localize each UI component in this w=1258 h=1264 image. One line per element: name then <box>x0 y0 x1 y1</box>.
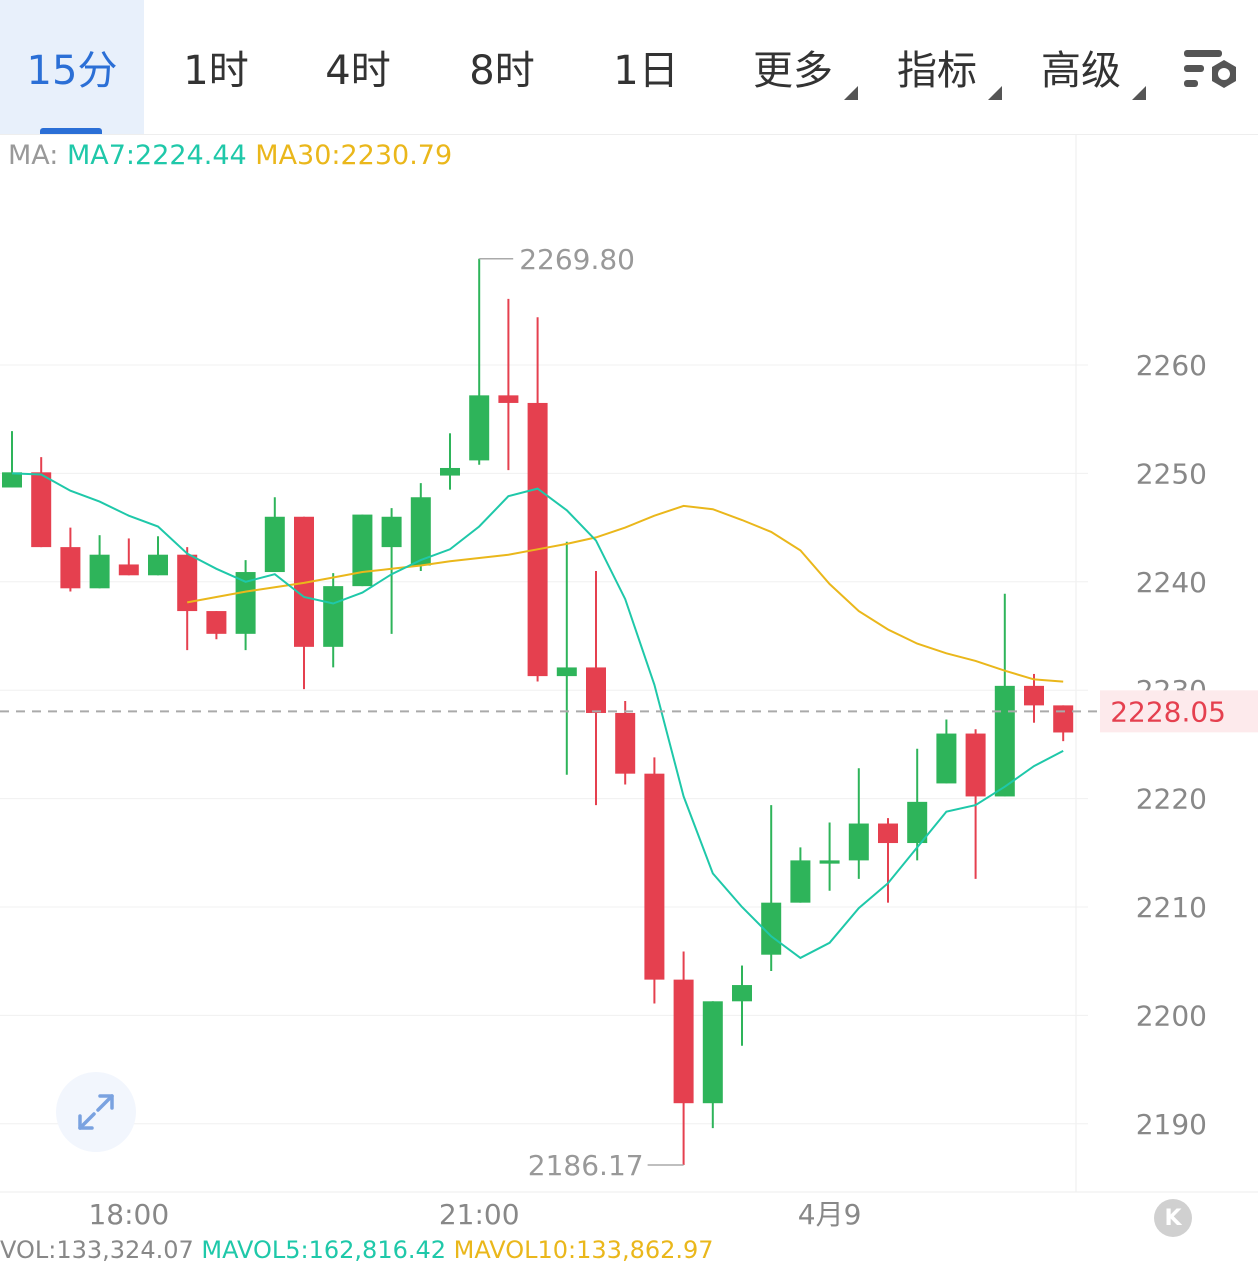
x-tick-label: 21:00 <box>439 1198 520 1231</box>
ma-legend-prefix: MA: <box>8 140 59 171</box>
y-tick-label: 2260 <box>1136 349 1207 382</box>
expand-arrows-icon <box>78 1094 114 1130</box>
tab-label: 更多 <box>753 48 833 94</box>
candle-body <box>206 611 227 634</box>
candle-body <box>323 586 344 647</box>
y-tick-label: 2200 <box>1136 999 1207 1032</box>
ma30-line <box>187 504 1064 683</box>
ma30-value: MA30:2230.79 <box>255 140 453 171</box>
high-price-label: 2269.80 <box>519 243 635 276</box>
x-tick-label: 4月9 <box>798 1198 862 1231</box>
tab-label: 1时 <box>183 48 249 94</box>
candle-body <box>2 472 22 488</box>
candle-body <box>761 902 782 955</box>
tab-4hour[interactable]: 4时 <box>302 0 414 134</box>
candle-body <box>732 985 752 1002</box>
ma7-value: MA7:2224.44 <box>66 140 247 171</box>
x-tick-label: 18:00 <box>88 1198 169 1231</box>
y-tick-label: 2210 <box>1136 891 1207 924</box>
candle-body <box>410 497 431 566</box>
last-price-badge <box>1100 690 1258 733</box>
candle-body <box>936 733 957 784</box>
candle-body <box>352 514 373 587</box>
dropdown-triangle-icon <box>1132 86 1146 100</box>
tab-more-dropdown[interactable]: 更多 <box>746 0 858 134</box>
candle-body <box>790 860 811 903</box>
candle-body <box>556 667 577 677</box>
dropdown-triangle-icon <box>988 86 1002 100</box>
candle-body <box>615 712 636 774</box>
candle-body <box>527 402 548 677</box>
reset-chart-button[interactable]: K <box>1154 1199 1192 1237</box>
candle-body <box>907 801 928 844</box>
tab-1hour[interactable]: 1时 <box>160 0 272 134</box>
last-price-label: 2228.05 <box>1110 695 1226 728</box>
candle-body <box>994 685 1015 797</box>
volume-legend: VOL:133,324.07 MAVOL5:162,816.42 MAVOL10… <box>0 1236 714 1264</box>
dropdown-triangle-icon <box>844 86 858 100</box>
tab-label: 4时 <box>325 48 391 94</box>
candle-body <box>586 667 606 713</box>
candle-body <box>848 823 869 861</box>
candle-body <box>644 773 665 980</box>
y-tick-label: 2190 <box>1136 1108 1207 1141</box>
candle-body <box>673 979 694 1104</box>
candle-body <box>60 547 81 589</box>
active-tab-indicator <box>40 128 102 134</box>
expand-chart-button[interactable] <box>56 1072 136 1152</box>
candle-body <box>381 516 402 548</box>
candle-body <box>118 564 139 576</box>
y-tick-label: 2240 <box>1136 566 1207 599</box>
candle-body <box>235 572 256 634</box>
candle-body <box>498 395 519 403</box>
candle-body <box>177 554 198 612</box>
candlestick-chart[interactable]: 2260225022402230222022102200219018:0021:… <box>0 134 1258 1246</box>
y-tick-label: 2250 <box>1136 457 1207 490</box>
candle-body <box>878 823 898 844</box>
tab-label: 高级 <box>1041 48 1121 94</box>
vol-value: VOL:133,324.07 <box>0 1236 194 1264</box>
candle-body <box>819 860 840 864</box>
chart-settings-icon <box>1184 50 1236 88</box>
tab-label: 15分 <box>26 48 118 94</box>
tab-indicators-dropdown[interactable]: 指标 <box>890 0 1002 134</box>
timeframe-tabs: 15分 1时 4时 8时 1日 更多 指标 高级 <box>0 0 1258 135</box>
tab-advanced-dropdown[interactable]: 高级 <box>1034 0 1146 134</box>
tab-15min[interactable]: 15分 <box>0 0 144 134</box>
candle-body <box>31 472 52 548</box>
candle-body <box>89 554 110 589</box>
tab-1day[interactable]: 1日 <box>590 0 702 134</box>
y-tick-label: 2220 <box>1136 783 1207 816</box>
candle-body <box>1053 705 1074 733</box>
candle-body <box>440 467 460 476</box>
tab-label: 指标 <box>897 48 977 94</box>
ma-legend: MA: MA7:2224.44 MA30:2230.79 <box>8 140 452 171</box>
chart-settings-button[interactable] <box>1182 48 1242 100</box>
candle-body <box>1024 685 1044 706</box>
candle-body <box>148 554 168 576</box>
candle-body <box>469 395 490 461</box>
ma7-line <box>11 472 1064 960</box>
candle-body <box>294 516 314 647</box>
mavol10-value: MAVOL10:133,862.97 <box>453 1236 714 1264</box>
tab-label: 1日 <box>613 48 679 94</box>
tab-label: 8时 <box>469 48 535 94</box>
k-icon: K <box>1164 1205 1182 1231</box>
candle-body <box>965 733 986 797</box>
tab-8hour[interactable]: 8时 <box>446 0 558 134</box>
candle-body <box>702 1001 723 1104</box>
candle-body <box>264 516 285 573</box>
low-price-label: 2186.17 <box>528 1149 644 1182</box>
mavol5-value: MAVOL5:162,816.42 <box>201 1236 447 1264</box>
